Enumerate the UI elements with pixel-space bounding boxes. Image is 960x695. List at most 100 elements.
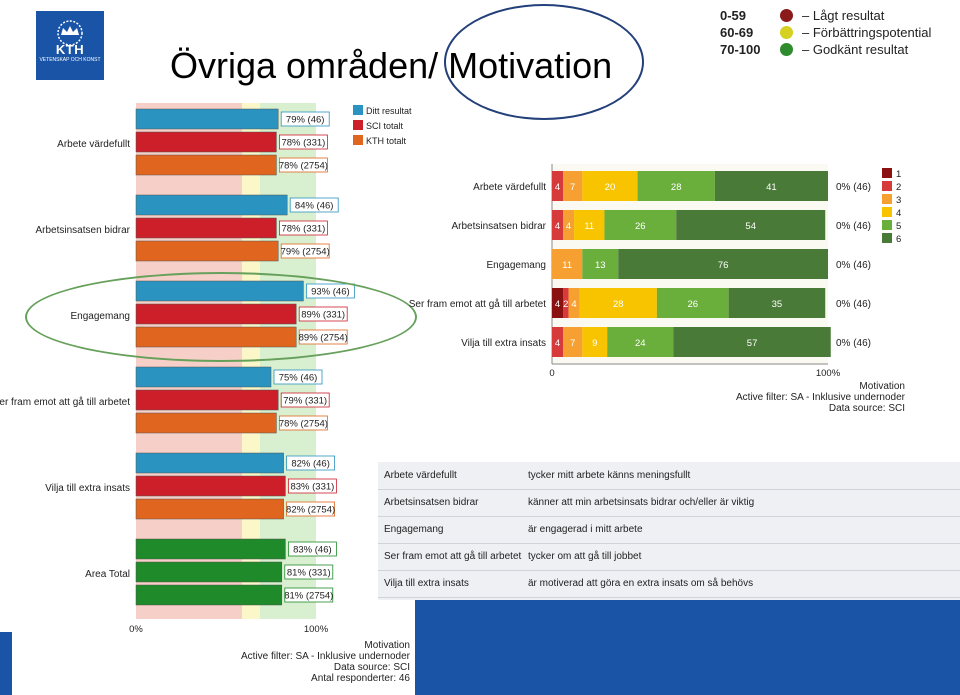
legend-swatch — [882, 168, 892, 178]
bar — [135, 131, 277, 153]
bar — [135, 194, 288, 216]
footer-line: Data source: SCI — [828, 403, 905, 414]
key-range-mid: 60-69 — [720, 25, 754, 40]
table-term: Engagemang — [384, 524, 444, 535]
segment-label: 24 — [635, 338, 646, 349]
key-label-mid: – Förbättringspotential — [802, 25, 932, 40]
category-label: Arbetsinsatsen bidrar — [452, 221, 547, 232]
data-label: 75% (46) — [279, 373, 318, 384]
green-dot-icon — [780, 43, 793, 56]
category-label: Arbete värdefullt — [57, 139, 130, 150]
stacked-segment — [563, 171, 583, 201]
data-label-box — [287, 478, 337, 494]
data-label-box — [278, 134, 328, 150]
data-label-box — [280, 111, 330, 127]
segment-label: 28 — [613, 299, 624, 310]
legend-label: SCI totalt — [366, 121, 404, 131]
stacked-segment — [552, 288, 564, 318]
left-bar-chart: Arbete värdefullt 79% (46) 78% (331) 78% (2… — [0, 103, 412, 635]
table-row: Vilja till extra insats är motiverad att… — [378, 570, 960, 598]
stacked-segment — [582, 171, 638, 201]
legend-swatch — [882, 220, 892, 230]
stacked-segment — [563, 327, 583, 357]
segment-label: 57 — [747, 338, 758, 349]
category-label: Vilja till extra insats — [461, 338, 546, 349]
segment-label: 4 — [555, 221, 560, 232]
data-label-box — [278, 220, 328, 236]
data-label-box — [278, 157, 328, 173]
table-text: tycker mitt arbete känns meningsfullt — [528, 470, 691, 481]
table-row: Arbetsinsatsen bidrar känner att min arb… — [378, 489, 960, 517]
data-label-box — [286, 455, 336, 471]
stacked-segment — [618, 249, 828, 279]
title-highlight-circle — [444, 4, 644, 120]
bar — [135, 217, 277, 239]
data-label: 79% (2754) — [281, 247, 330, 258]
description-table: Arbete värdefullt tycker mitt arbete kän… — [378, 462, 960, 600]
logo-subtext: VETENSKAP OCH KONST — [39, 57, 101, 63]
bar — [135, 452, 284, 474]
stacked-segment — [607, 327, 674, 357]
stacked-segment — [579, 288, 657, 318]
segment-label: 26 — [687, 299, 698, 310]
data-label-box — [273, 369, 323, 385]
bar — [135, 389, 279, 411]
red-dot-icon — [780, 9, 793, 22]
segment-label: 4 — [566, 221, 571, 232]
data-label: 81% (2754) — [284, 591, 333, 602]
data-label-box — [284, 587, 334, 603]
legend-label: 3 — [896, 195, 901, 206]
table-row: Ser fram emot att gå till arbetet tycker… — [378, 543, 960, 571]
left-chart-footer: Motivation Active filter: SA - Inklusive… — [230, 640, 410, 684]
category-label: Engagemang — [487, 260, 547, 271]
legend-swatch — [882, 233, 892, 243]
row-right-label: 0% (46) — [836, 221, 871, 232]
data-label: 78% (331) — [281, 138, 325, 149]
segment-label: 4 — [555, 182, 560, 193]
row-right-label: 0% (46) — [836, 338, 871, 349]
data-label-box — [280, 392, 330, 408]
engagemang-highlight-oval — [25, 272, 417, 362]
category-label: Area Total — [85, 569, 130, 580]
data-label: 83% (46) — [293, 545, 332, 556]
bar — [135, 154, 277, 176]
legend-label: 1 — [896, 169, 901, 180]
segment-label: 35 — [772, 299, 783, 310]
table-row: Engagemang är engagerad i mitt arbete — [378, 516, 960, 544]
stacked-segment — [563, 288, 569, 318]
row-right-label: 0% (46) — [836, 182, 871, 193]
legend-swatch — [353, 135, 363, 145]
legend-swatch — [882, 207, 892, 217]
bar — [135, 538, 286, 560]
stacked-segment — [714, 171, 828, 201]
segment-label: 76 — [718, 260, 729, 271]
table-term: Arbetsinsatsen bidrar — [384, 497, 479, 508]
footer-line: Motivation — [364, 640, 410, 651]
data-label: 78% (2754) — [279, 419, 328, 430]
data-label-box — [286, 501, 336, 517]
footer-blue-band — [415, 600, 960, 695]
stacked-segment — [563, 210, 575, 240]
table-term: Ser fram emot att gå till arbetet — [384, 551, 522, 562]
table-text: känner att min arbetsinsats bidrar och/e… — [528, 497, 755, 508]
segment-label: 28 — [671, 182, 682, 193]
logo-text: KTH — [55, 42, 85, 57]
stacked-segment — [676, 210, 826, 240]
bar — [135, 475, 286, 497]
stacked-segment — [568, 288, 580, 318]
row-right-label: 0% (46) — [836, 299, 871, 310]
footer-line: Active filter: SA - Inklusive undernoder — [241, 651, 410, 662]
tick-label: 100% — [304, 624, 329, 635]
tick-label: 100% — [816, 368, 841, 379]
segment-label: 9 — [592, 338, 597, 349]
bar — [135, 498, 284, 520]
data-label: 84% (46) — [295, 201, 334, 212]
right-chart-footer: Motivation Active filter: SA - Inklusive… — [700, 381, 905, 414]
key-label-low: – Lågt resultat — [802, 8, 885, 23]
category-label: Ser fram emot att gå till arbetet — [409, 298, 547, 310]
table-term: Vilja till extra insats — [384, 578, 469, 589]
segment-label: 11 — [562, 260, 572, 271]
tick-label: 0% — [129, 624, 143, 635]
data-label-box — [280, 243, 330, 259]
row-right-label: 0% (46) — [836, 260, 871, 271]
